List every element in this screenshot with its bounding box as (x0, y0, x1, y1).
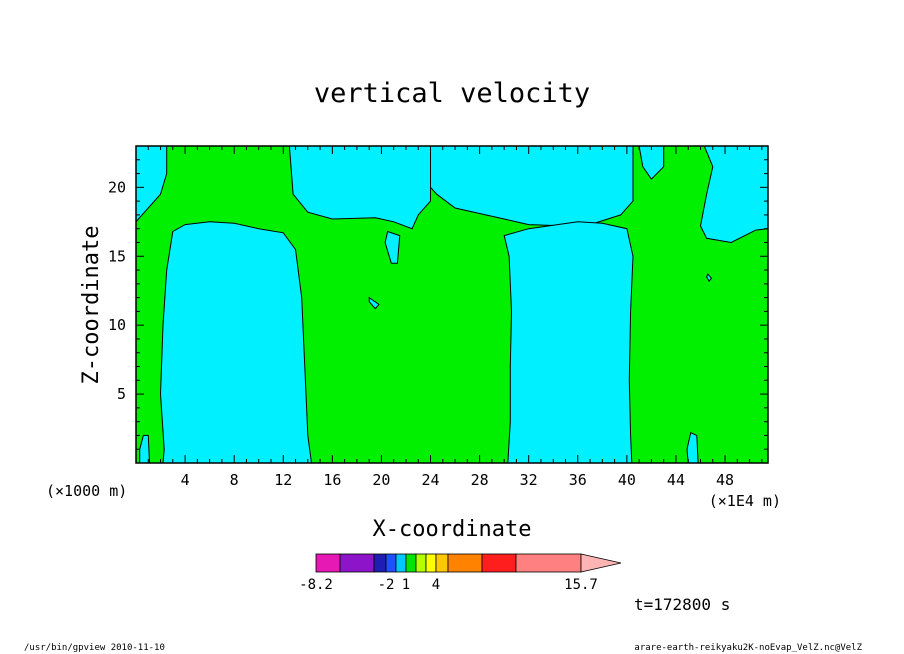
colorbar-segment (373, 553, 387, 573)
colorbar-segment (395, 553, 407, 573)
colorbar-segment (405, 553, 417, 573)
x-tick-label: 4 (181, 471, 190, 489)
y-axis-label: Z-coordinate (79, 226, 104, 385)
colorbar-segment (315, 553, 341, 573)
colorbar-arrow (580, 553, 622, 573)
footer-file-info: arare-earth-reikyaku2K-noEvap_VelZ.nc@Ve… (634, 643, 862, 653)
colorbar-label: 15.7 (564, 577, 598, 593)
negative-region (159, 221, 313, 463)
colorbar-segment (515, 553, 582, 573)
x-tick-label: 40 (618, 471, 636, 489)
negative-region (699, 146, 768, 244)
negative-region (368, 296, 380, 310)
negative-region (638, 146, 665, 180)
negative-region (686, 431, 699, 463)
footer-program-info: /usr/bin/gpview 2010-11-10 (24, 643, 165, 653)
y-tick-label: 15 (108, 247, 126, 265)
y-tick-label: 10 (108, 316, 126, 334)
colorbar-label: 4 (432, 577, 440, 593)
x-axis-label: X-coordinate (373, 517, 532, 542)
colorbar: -8.2 -2 1 4 15.7 (299, 553, 622, 593)
time-label: t=172800 s (634, 595, 730, 614)
colorbar-segment (339, 553, 375, 573)
x-tick-label: 16 (323, 471, 341, 489)
negative-region (503, 221, 634, 463)
contour-plot: vertical velocity 4 8 12 16 20 24 28 32 36 40 44 48… (46, 78, 781, 614)
x-tick-label: 24 (421, 471, 439, 489)
x-tick-label: 48 (716, 471, 734, 489)
x-tick-label: 20 (372, 471, 390, 489)
colorbar-segment (447, 553, 483, 573)
x-tick-label: 12 (274, 471, 292, 489)
negative-region (706, 273, 713, 282)
colorbar-segment (481, 553, 517, 573)
negative-region (139, 434, 151, 463)
colorbar-segment (425, 553, 437, 573)
y-tick-label: 5 (117, 385, 126, 403)
x-tick-label: 8 (230, 471, 239, 489)
colorbar-label: -2 (378, 577, 395, 593)
x-tick-label: 44 (667, 471, 685, 489)
x-tick-label: 32 (520, 471, 538, 489)
x-unit-right: (×1E4 m) (709, 492, 781, 510)
y-tick-label: 20 (108, 178, 126, 196)
negative-region (430, 146, 634, 227)
colorbar-label: 1 (402, 577, 410, 593)
negative-region (384, 230, 401, 264)
x-tick-label: 28 (471, 471, 489, 489)
negative-region (136, 146, 168, 223)
colorbar-segment (435, 553, 449, 573)
plot-area (136, 146, 768, 463)
colorbar-segment (385, 553, 397, 573)
plot-frame (135, 145, 769, 464)
colorbar-segment (415, 553, 427, 573)
x-tick-label: 36 (569, 471, 587, 489)
colorbar-label: -8.2 (299, 577, 333, 593)
chart-title: vertical velocity (314, 78, 590, 109)
x-unit-left: (×1000 m) (46, 482, 127, 500)
